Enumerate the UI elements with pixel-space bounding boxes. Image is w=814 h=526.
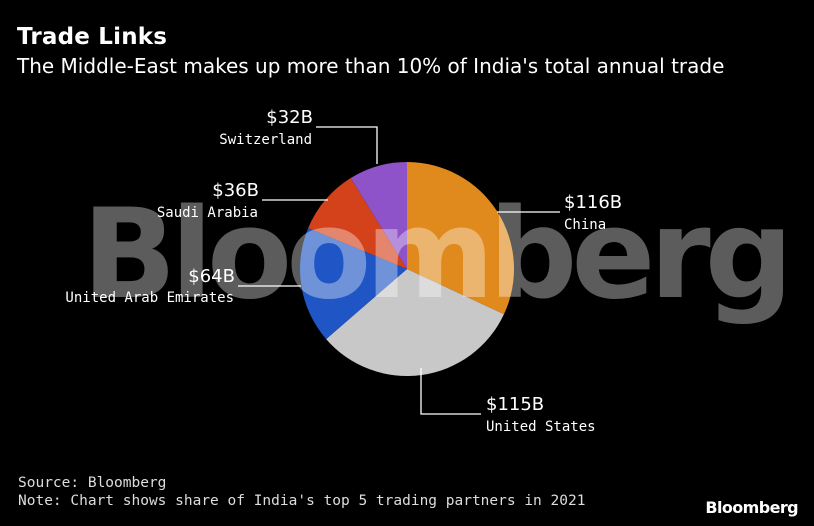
- pie-slice-switzerland: [350, 162, 407, 269]
- source-note: Source: Bloomberg: [18, 475, 167, 491]
- chart-title: Trade Links: [17, 24, 168, 50]
- category-label-united-states: United States: [486, 419, 596, 435]
- value-label-switzerland: $32B: [266, 107, 313, 128]
- bloomberg-watermark: Bloomberg: [82, 183, 787, 327]
- category-label-switzerland: Switzerland: [219, 132, 312, 148]
- value-label-united-arab-emirates: $64B: [188, 266, 235, 287]
- chart-footnote: Note: Chart shows share of India's top 5…: [18, 493, 586, 509]
- pie-slice-saudi-arabia: [308, 178, 407, 269]
- leader-line-switzerland: [316, 126, 378, 164]
- leader-line-united-states: [420, 368, 481, 415]
- pie-slice-united-arab-emirates: [300, 227, 407, 340]
- chart-subtitle: The Middle-East makes up more than 10% o…: [17, 54, 725, 78]
- value-label-china: $116B: [564, 192, 622, 213]
- category-label-united-arab-emirates: United Arab Emirates: [65, 290, 234, 306]
- bloomberg-logo: Bloomberg: [705, 498, 798, 517]
- value-label-saudi-arabia: $36B: [212, 180, 259, 201]
- value-label-united-states: $115B: [486, 394, 544, 415]
- pie-slice-china: [407, 162, 514, 315]
- category-label-saudi-arabia: Saudi Arabia: [157, 205, 258, 221]
- category-label-china: China: [564, 217, 606, 233]
- pie-slice-united-states: [326, 269, 504, 377]
